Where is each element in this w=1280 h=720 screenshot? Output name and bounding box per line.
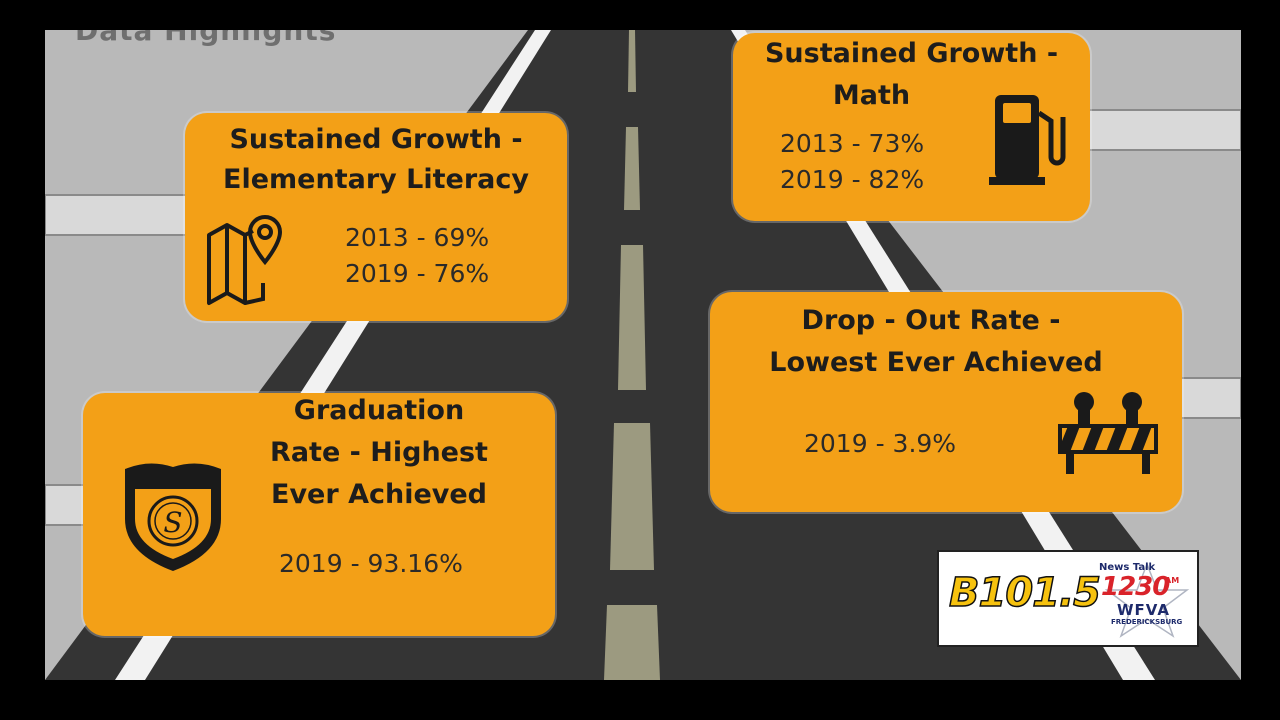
- stat-2019: 2019 - 76%: [345, 259, 490, 288]
- wfva-logo: News Talk 1230 AM WFVA FREDERICKSBURG: [1099, 562, 1195, 640]
- svg-text:S: S: [163, 506, 182, 539]
- star-icon: [1104, 562, 1190, 638]
- frequency-label: 1230: [1101, 572, 1170, 602]
- b1015-logo: B101.5: [948, 569, 1102, 617]
- card-title: Sustained Growth -: [764, 38, 1059, 69]
- slide-heading: Data Highlights: [75, 30, 337, 47]
- literacy-card: Sustained Growth - Elementary Literacy 2…: [185, 113, 567, 321]
- map-pin-icon: [205, 213, 285, 309]
- band-label: AM: [1165, 576, 1180, 585]
- dropout-card: Drop - Out Rate - Lowest Ever Achieved 2…: [710, 292, 1182, 512]
- call-sign-label: WFVA: [1117, 601, 1170, 619]
- road-barrier-icon: [1058, 390, 1158, 476]
- card-title: Ever Achieved: [271, 479, 487, 510]
- city-label: FREDERICKSBURG: [1111, 618, 1183, 626]
- station-logo: B101.5 News Talk 1230 AM WFVA FREDERICKS…: [937, 550, 1199, 647]
- card-title: Math: [832, 80, 911, 111]
- stat-2019: 2019 - 82%: [780, 165, 925, 194]
- stat-2019: 2019 - 93.16%: [279, 549, 463, 578]
- card-title: Rate - Highest: [270, 437, 488, 468]
- fuel-pump-icon: [987, 91, 1067, 187]
- shield-icon: S: [121, 455, 225, 573]
- card-title: Sustained Growth -: [229, 124, 523, 155]
- stat-2019: 2019 - 3.9%: [804, 429, 957, 458]
- card-title: Drop - Out Rate -: [801, 305, 1061, 336]
- stat-2013: 2013 - 73%: [780, 129, 925, 158]
- news-talk-label: News Talk: [1099, 562, 1156, 573]
- graduation-card: Graduation Rate - Highest Ever Achieved …: [83, 393, 555, 636]
- card-title: Graduation: [293, 395, 465, 426]
- card-title: Lowest Ever Achieved: [769, 347, 1103, 378]
- math-card: Sustained Growth - Math 2013 - 73% 2019 …: [733, 33, 1090, 221]
- stat-2013: 2013 - 69%: [345, 223, 490, 252]
- card-title: Elementary Literacy: [223, 164, 529, 195]
